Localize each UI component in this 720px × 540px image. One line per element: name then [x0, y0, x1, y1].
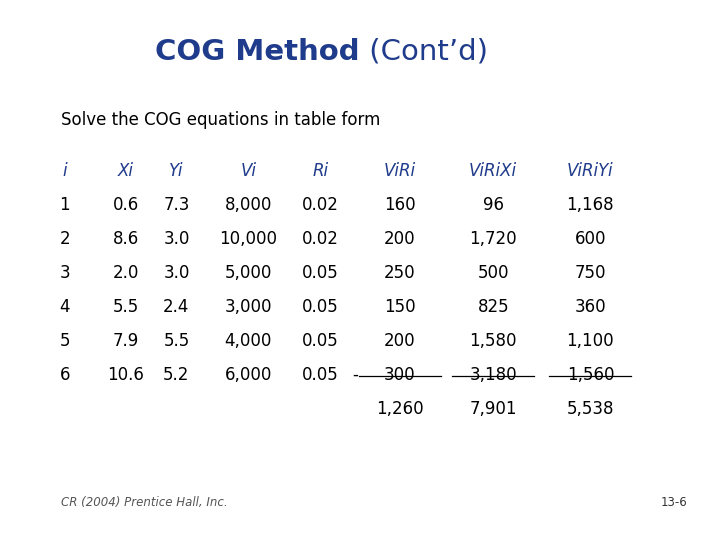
- Text: (Cont’d): (Cont’d): [360, 38, 488, 66]
- Text: 0.05: 0.05: [302, 298, 339, 316]
- Text: ViRiXi: ViRiXi: [469, 162, 517, 180]
- Text: 1,260: 1,260: [376, 400, 423, 418]
- Text: 2: 2: [60, 230, 70, 248]
- Text: 160: 160: [384, 196, 415, 214]
- Text: 0.02: 0.02: [302, 196, 339, 214]
- Text: 10.6: 10.6: [107, 366, 145, 384]
- Text: 500: 500: [477, 264, 509, 282]
- Text: CR (2004) Prentice Hall, Inc.: CR (2004) Prentice Hall, Inc.: [61, 496, 228, 509]
- Text: 5,538: 5,538: [567, 400, 614, 418]
- Text: 200: 200: [384, 230, 415, 248]
- Text: 3.0: 3.0: [163, 264, 189, 282]
- Text: 825: 825: [477, 298, 509, 316]
- Text: 3.0: 3.0: [163, 230, 189, 248]
- Text: ViRiYi: ViRiYi: [567, 162, 613, 180]
- Text: 3,180: 3,180: [469, 366, 517, 384]
- Text: ViRi: ViRi: [384, 162, 415, 180]
- Text: 250: 250: [384, 264, 415, 282]
- Text: 750: 750: [575, 264, 606, 282]
- Text: 3: 3: [60, 264, 70, 282]
- Text: 6,000: 6,000: [225, 366, 272, 384]
- Text: Vi: Vi: [240, 162, 256, 180]
- Text: 1,560: 1,560: [567, 366, 614, 384]
- Text: 6: 6: [60, 366, 70, 384]
- Text: 8,000: 8,000: [225, 196, 272, 214]
- Text: 300: 300: [384, 366, 415, 384]
- Text: Solve the COG equations in table form: Solve the COG equations in table form: [61, 111, 381, 129]
- Text: 1,580: 1,580: [469, 332, 517, 350]
- Text: 0.05: 0.05: [302, 332, 339, 350]
- Text: 1: 1: [60, 196, 70, 214]
- Text: 7.3: 7.3: [163, 196, 189, 214]
- Text: 5: 5: [60, 332, 70, 350]
- Text: 1,100: 1,100: [567, 332, 614, 350]
- Text: 0.05: 0.05: [302, 366, 339, 384]
- Text: 5.2: 5.2: [163, 366, 189, 384]
- Text: 4: 4: [60, 298, 70, 316]
- Text: 5,000: 5,000: [225, 264, 272, 282]
- Text: Xi: Xi: [118, 162, 134, 180]
- Text: 4,000: 4,000: [225, 332, 272, 350]
- Text: 7.9: 7.9: [113, 332, 139, 350]
- Text: i: i: [63, 162, 67, 180]
- Text: 5.5: 5.5: [113, 298, 139, 316]
- Text: 0.05: 0.05: [302, 264, 339, 282]
- Text: 360: 360: [575, 298, 606, 316]
- Text: 0.02: 0.02: [302, 230, 339, 248]
- Text: -: -: [352, 366, 358, 384]
- Text: Yi: Yi: [169, 162, 184, 180]
- Text: 7,901: 7,901: [469, 400, 517, 418]
- Text: Ri: Ri: [312, 162, 328, 180]
- Text: 13-6: 13-6: [661, 496, 688, 509]
- Text: 1,720: 1,720: [469, 230, 517, 248]
- Text: COG Method: COG Method: [156, 38, 360, 66]
- Text: 8.6: 8.6: [113, 230, 139, 248]
- Text: 5.5: 5.5: [163, 332, 189, 350]
- Text: 200: 200: [384, 332, 415, 350]
- Text: 96: 96: [482, 196, 504, 214]
- Text: 600: 600: [575, 230, 606, 248]
- Text: 150: 150: [384, 298, 415, 316]
- Text: 1,168: 1,168: [567, 196, 614, 214]
- Text: 2.4: 2.4: [163, 298, 189, 316]
- Text: 3,000: 3,000: [225, 298, 272, 316]
- Text: 10,000: 10,000: [220, 230, 277, 248]
- Text: 2.0: 2.0: [113, 264, 139, 282]
- Text: 0.6: 0.6: [113, 196, 139, 214]
